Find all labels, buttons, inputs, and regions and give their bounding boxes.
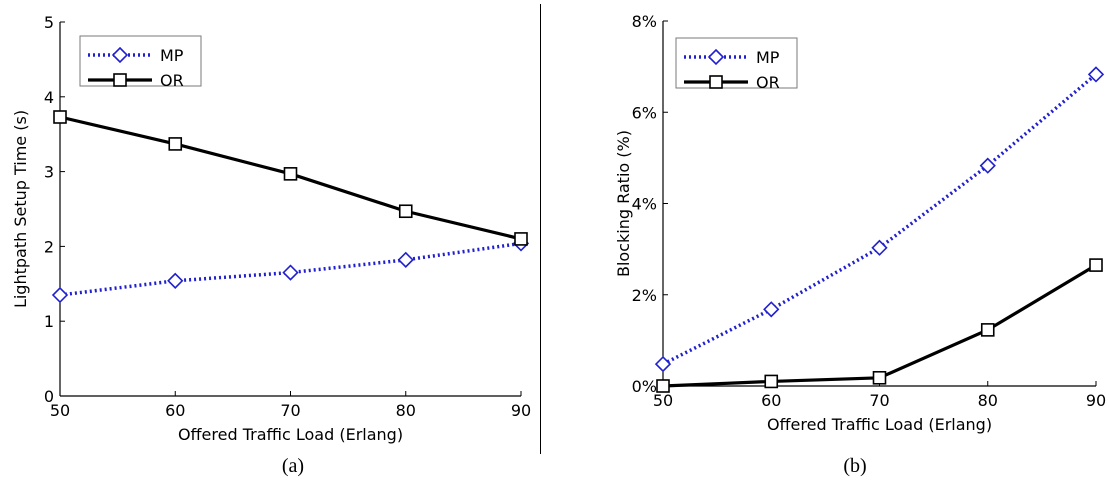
series-mp-marker	[763, 301, 780, 318]
chart-a-x-tick-label: 50	[50, 401, 70, 420]
chart-a-y-tick-label: 4	[44, 88, 54, 107]
series-mp-marker	[654, 355, 672, 373]
chart-b-y-tick-label: 8%	[632, 12, 657, 31]
series-mp-marker	[282, 264, 299, 281]
series-or-marker	[514, 232, 528, 246]
chart-a-caption: (a)	[282, 455, 304, 477]
chart-b-y-axis-label: Blocking Ratio (%)	[614, 130, 633, 277]
series-mp-marker	[51, 286, 69, 304]
chart-b-x-tick-label: 50	[653, 391, 673, 410]
series-or-marker	[709, 75, 723, 89]
chart-b-x-tick-label: 90	[1086, 391, 1106, 410]
chart-b-svg: 0% 2% 4% 6% 8% 50 60 70 80 90 Offered Traffic Load…	[614, 12, 1106, 477]
chart-a-x-tick-label: 80	[396, 401, 416, 420]
series-mp-marker	[707, 48, 725, 66]
series-mp-marker	[397, 251, 414, 268]
series-or-marker	[113, 73, 127, 87]
panel-divider	[540, 4, 541, 454]
chart-a-x-tick-label: 60	[165, 401, 185, 420]
chart-b-y-tick-label: 0%	[632, 377, 657, 396]
series-mp-marker	[167, 272, 184, 289]
legend-or-label: OR	[756, 73, 780, 92]
series-or-marker	[764, 374, 779, 389]
chart-b-x-tick-label: 80	[978, 391, 998, 410]
chart-b-y-tick-label: 2%	[632, 286, 657, 305]
chart-b-y-tick-label: 4%	[632, 195, 657, 214]
chart-a-y-axis-label: Lightpath Setup Time (s)	[11, 110, 30, 308]
series-or-marker	[283, 167, 298, 181]
chart-a-svg: 0 1 2 3 4 5 50 60 70 80 90 Offered Traffic Load (Er…	[11, 13, 531, 477]
chart-b-caption: (b)	[843, 455, 866, 477]
chart-b-x-tick-label: 70	[869, 391, 889, 410]
chart-panel-a: 0 1 2 3 4 5 50 60 70 80 90 Offered Traffic Load (Er…	[0, 0, 554, 486]
chart-a-x-axis-label: Offered Traffic Load (Erlang)	[178, 425, 403, 444]
series-or-marker	[398, 204, 413, 219]
series-or-marker	[168, 137, 183, 151]
series-or-marker	[872, 370, 887, 385]
series-mp-line	[662, 73, 1098, 366]
chart-a-x-tick-label: 70	[280, 401, 300, 420]
series-or-marker	[656, 379, 670, 393]
chart-b-legend-box	[675, 37, 798, 89]
series-or-marker	[1089, 258, 1103, 272]
series-mp-marker	[111, 46, 129, 64]
legend-or-label: OR	[160, 71, 184, 90]
chart-a-y-tick-label: 0	[44, 387, 54, 406]
series-or-marker	[53, 110, 67, 124]
series-or-marker	[980, 323, 995, 337]
chart-b-x-tick-label: 60	[761, 391, 781, 410]
chart-panel-b: 0% 2% 4% 6% 8% 50 60 70 80 90 Offered Traffic Load…	[555, 0, 1109, 486]
chart-b-x-axis-label: Offered Traffic Load (Erlang)	[767, 415, 992, 434]
chart-a-x-tick-label: 90	[511, 401, 531, 420]
chart-a-y-tick-label: 3	[44, 163, 54, 182]
chart-a-y-tick-label: 2	[44, 237, 54, 256]
legend-mp-label: MP	[756, 48, 780, 67]
series-mp-marker	[979, 157, 996, 174]
chart-a-legend-box	[79, 35, 202, 87]
chart-a-y-tick-label: 1	[44, 312, 54, 331]
chart-b-y-tick-label: 6%	[632, 103, 657, 122]
series-mp-marker	[1087, 66, 1105, 83]
series-or-line	[662, 263, 1097, 388]
legend-mp-label: MP	[160, 46, 184, 65]
series-mp-marker	[871, 239, 888, 256]
chart-a-y-tick-label: 5	[44, 13, 54, 32]
